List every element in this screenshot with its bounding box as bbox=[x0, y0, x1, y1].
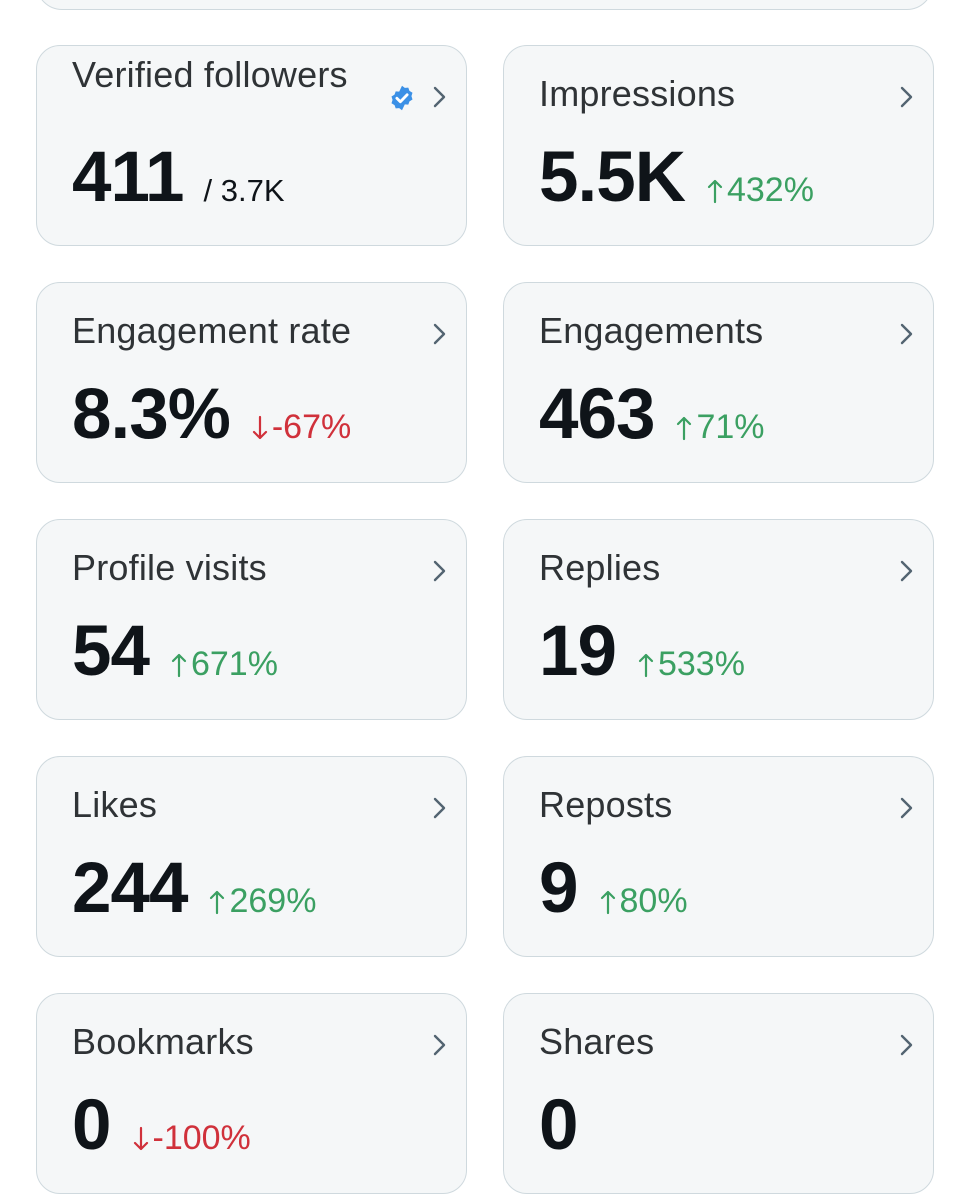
card-verified-followers[interactable]: Verified followers 411 / 3.7K bbox=[36, 45, 467, 246]
card-title: Likes bbox=[72, 784, 158, 825]
value-row: 463 71% bbox=[539, 379, 765, 451]
card-title: Impressions bbox=[539, 73, 736, 114]
arrow-down-icon bbox=[252, 415, 267, 440]
metric-value: 5.5K bbox=[539, 138, 686, 217]
value-row: 411 / 3.7K bbox=[72, 142, 285, 214]
chevron-right-icon[interactable] bbox=[430, 321, 450, 347]
metric-value: 0 bbox=[539, 1086, 578, 1165]
chevron-right-icon[interactable] bbox=[430, 84, 450, 110]
value-row: 9 80% bbox=[539, 853, 688, 925]
metric-value: 19 bbox=[539, 612, 617, 691]
arrow-up-icon bbox=[707, 179, 723, 204]
card-title: Shares bbox=[539, 1021, 655, 1062]
arrow-up-icon bbox=[171, 653, 187, 678]
value-row: 19 533% bbox=[539, 616, 745, 688]
card-title: Engagements bbox=[539, 310, 764, 351]
value-row: 0 bbox=[539, 1090, 578, 1162]
value-row: 5.5K 432% bbox=[539, 142, 814, 214]
card-title: Bookmarks bbox=[72, 1021, 254, 1062]
metrics-grid: Verified followers 411 / 3.7K Impression… bbox=[36, 45, 934, 1194]
card-reposts[interactable]: Reposts 9 80% bbox=[503, 756, 934, 957]
verified-badge-icon bbox=[391, 85, 413, 111]
change-value: 71% bbox=[696, 408, 765, 446]
chevron-right-icon[interactable] bbox=[430, 1032, 450, 1058]
card-likes[interactable]: Likes 244 269% bbox=[36, 756, 467, 957]
chevron-right-icon[interactable] bbox=[897, 558, 917, 584]
value-row: 0 -100% bbox=[72, 1090, 251, 1162]
change-indicator: -67% bbox=[252, 408, 351, 447]
arrow-down-icon bbox=[133, 1126, 148, 1151]
card-title: Profile visits bbox=[72, 547, 267, 588]
card-shares[interactable]: Shares 0 bbox=[503, 993, 934, 1194]
chevron-right-icon[interactable] bbox=[430, 558, 450, 584]
metric-value: 244 bbox=[72, 849, 188, 928]
chevron-right-icon[interactable] bbox=[430, 795, 450, 821]
metric-value: 411 bbox=[72, 138, 185, 217]
chevron-right-icon[interactable] bbox=[897, 795, 917, 821]
arrow-up-icon bbox=[600, 890, 615, 915]
change-indicator: 71% bbox=[676, 408, 765, 447]
change-value: 432% bbox=[726, 171, 814, 209]
value-row: 54 671% bbox=[72, 616, 278, 688]
card-bookmarks[interactable]: Bookmarks 0 -100% bbox=[36, 993, 467, 1194]
card-profile-visits[interactable]: Profile visits 54 671% bbox=[36, 519, 467, 720]
card-engagement-rate[interactable]: Engagement rate 8.3% -67% bbox=[36, 282, 467, 483]
change-value: 80% bbox=[619, 882, 688, 920]
card-title: Engagement rate bbox=[72, 310, 352, 351]
change-value: 533% bbox=[657, 645, 745, 683]
metric-value: 8.3% bbox=[72, 375, 231, 454]
metric-value: 0 bbox=[72, 1086, 111, 1165]
value-row: 244 269% bbox=[72, 853, 316, 925]
change-value: -100% bbox=[152, 1119, 251, 1157]
metric-total: / 3.7K bbox=[203, 173, 285, 208]
metric-value: 9 bbox=[539, 849, 578, 928]
metric-value: 54 bbox=[72, 612, 150, 691]
metric-value: 463 bbox=[539, 375, 655, 454]
card-title: Verified followers bbox=[72, 54, 348, 95]
arrow-up-icon bbox=[638, 653, 654, 678]
previous-card-edge bbox=[36, 0, 933, 10]
arrow-up-icon bbox=[210, 890, 225, 915]
change-indicator: 671% bbox=[171, 645, 278, 684]
value-row: 8.3% -67% bbox=[72, 379, 351, 451]
card-engagements[interactable]: Engagements 463 71% bbox=[503, 282, 934, 483]
change-indicator: -100% bbox=[133, 1119, 251, 1158]
change-value: 269% bbox=[229, 882, 317, 920]
change-indicator: 432% bbox=[707, 171, 814, 210]
card-title: Replies bbox=[539, 547, 661, 588]
card-replies[interactable]: Replies 19 533% bbox=[503, 519, 934, 720]
card-impressions[interactable]: Impressions 5.5K 432% bbox=[503, 45, 934, 246]
change-value: 671% bbox=[190, 645, 278, 683]
arrow-up-icon bbox=[677, 416, 692, 441]
change-value: -67% bbox=[271, 408, 352, 446]
change-indicator: 533% bbox=[638, 645, 745, 684]
card-title: Reposts bbox=[539, 784, 673, 825]
change-indicator: 80% bbox=[600, 882, 688, 921]
chevron-right-icon[interactable] bbox=[897, 1032, 917, 1058]
change-indicator: 269% bbox=[209, 882, 316, 921]
chevron-right-icon[interactable] bbox=[897, 84, 917, 110]
chevron-right-icon[interactable] bbox=[897, 321, 917, 347]
